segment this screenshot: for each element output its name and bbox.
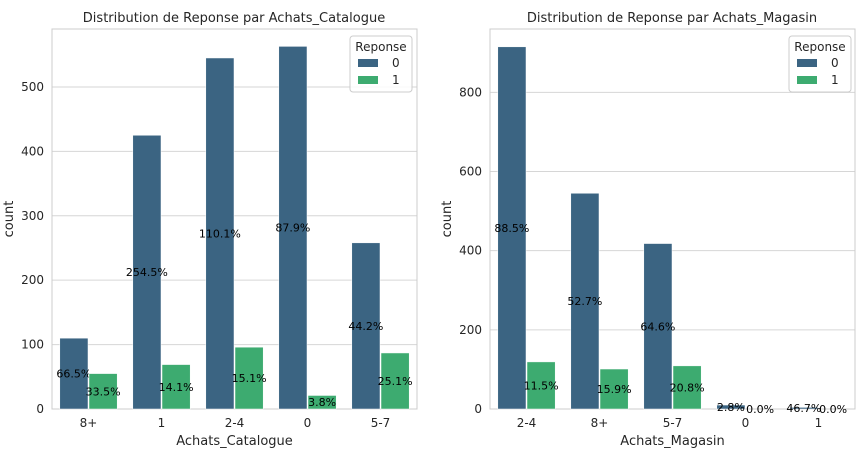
bar-series-1-8+ [88,373,118,410]
data-label: 33.5% [86,385,121,398]
bar-series-1-5-7 [672,365,702,410]
data-label: 254.5% [126,266,168,279]
plot-frame [489,28,856,410]
plot-frame [51,28,418,410]
x-tick-label: 8+ [80,416,98,430]
y-axis-title: count [440,201,455,238]
bar-series-0-0 [278,46,308,410]
x-tick-label: 0 [742,416,750,430]
y-tick-label: 0 [474,402,482,416]
legend-label: 1 [392,73,400,87]
x-tick-label: 2-4 [225,416,245,430]
data-label: 64.6% [640,320,675,333]
y-tick-label: 800 [459,85,482,99]
bar-series-1-1 [161,364,191,410]
y-tick-label: 300 [21,209,44,223]
y-tick-label: 500 [21,80,44,94]
y-axis-title: count [2,201,17,238]
y-tick-label: 200 [21,273,44,287]
data-label: 44.2% [348,320,383,333]
data-label: 25.1% [378,375,413,388]
data-label: 15.9% [597,383,632,396]
bar-series-1-5-7 [380,352,410,410]
data-label: 0.0% [819,403,847,416]
data-label: 87.9% [275,222,310,235]
x-tick-label: 2-4 [517,416,537,430]
data-label: 3.8% [308,396,336,409]
bar-series-1-2-4 [234,346,264,410]
y-tick-label: 100 [21,338,44,352]
bar-series-0-1 [789,407,819,410]
legend-swatch-0 [797,59,817,67]
legend-title: Reponse [794,40,845,54]
data-label: 2.8% [717,401,745,414]
y-tick-label: 200 [459,323,482,337]
legend-swatch-1 [797,76,817,84]
data-label: 11.5% [524,379,559,392]
bar-series-0-2-4 [205,57,235,410]
y-tick-label: 0 [36,402,44,416]
legend-label: 0 [831,56,839,70]
chart-title: Distribution de Reponse par Achats_Magas… [527,11,817,26]
x-axis-title: Achats_Magasin [620,434,724,449]
bar-series-0-8+ [570,193,600,410]
bar-series-0-0 [716,404,746,410]
data-label: 15.1% [232,372,267,385]
y-tick-label: 400 [459,244,482,258]
data-label: 52.7% [567,295,602,308]
chart-panel-2: 0 200 400 600 800 88.5% 11.5% 2-4 52.7% 15.9% 8+ 64… [440,11,856,449]
bar-series-1-2-4 [526,361,556,410]
data-label: 66.5% [56,368,91,381]
bar-series-1-8+ [599,368,629,410]
legend-label: 0 [392,56,400,70]
legend-swatch-0 [358,59,378,67]
bar-series-0-8+ [59,337,89,410]
data-label: 0.0% [746,403,774,416]
x-axis-title: Achats_Catalogue [176,434,293,449]
legend-swatch-1 [358,76,378,84]
bar-series-0-5-7 [643,243,673,410]
y-tick-label: 600 [459,165,482,179]
data-label: 88.5% [494,222,529,235]
x-tick-label: 5-7 [371,416,391,430]
bar-series-0-5-7 [351,242,381,410]
chart-panel-1: 010020030040050066.5%33.5%8+254.5%14.1%1… [2,11,418,449]
data-label: 20.8% [670,381,705,394]
x-tick-label: 0 [304,416,312,430]
bar-series-0-1 [132,135,162,410]
chart-title: Distribution de Reponse par Achats_Catal… [83,11,385,26]
data-label: 14.1% [159,381,194,394]
data-label: 110.1% [199,227,241,240]
x-tick-label: 8+ [591,416,609,430]
x-tick-label: 1 [158,416,166,430]
legend: Reponse 0 1 [788,35,852,93]
legend: Reponse 0 1 [349,35,413,93]
data-label: 46.7% [786,402,821,415]
y-tick-label: 400 [21,144,44,158]
legend-title: Reponse [355,40,406,54]
bar-series-0-2-4 [497,46,527,410]
bar-series-1-0 [307,395,337,410]
x-tick-label: 5-7 [663,416,683,430]
x-tick-label: 1 [815,416,823,430]
legend-label: 1 [831,73,839,87]
